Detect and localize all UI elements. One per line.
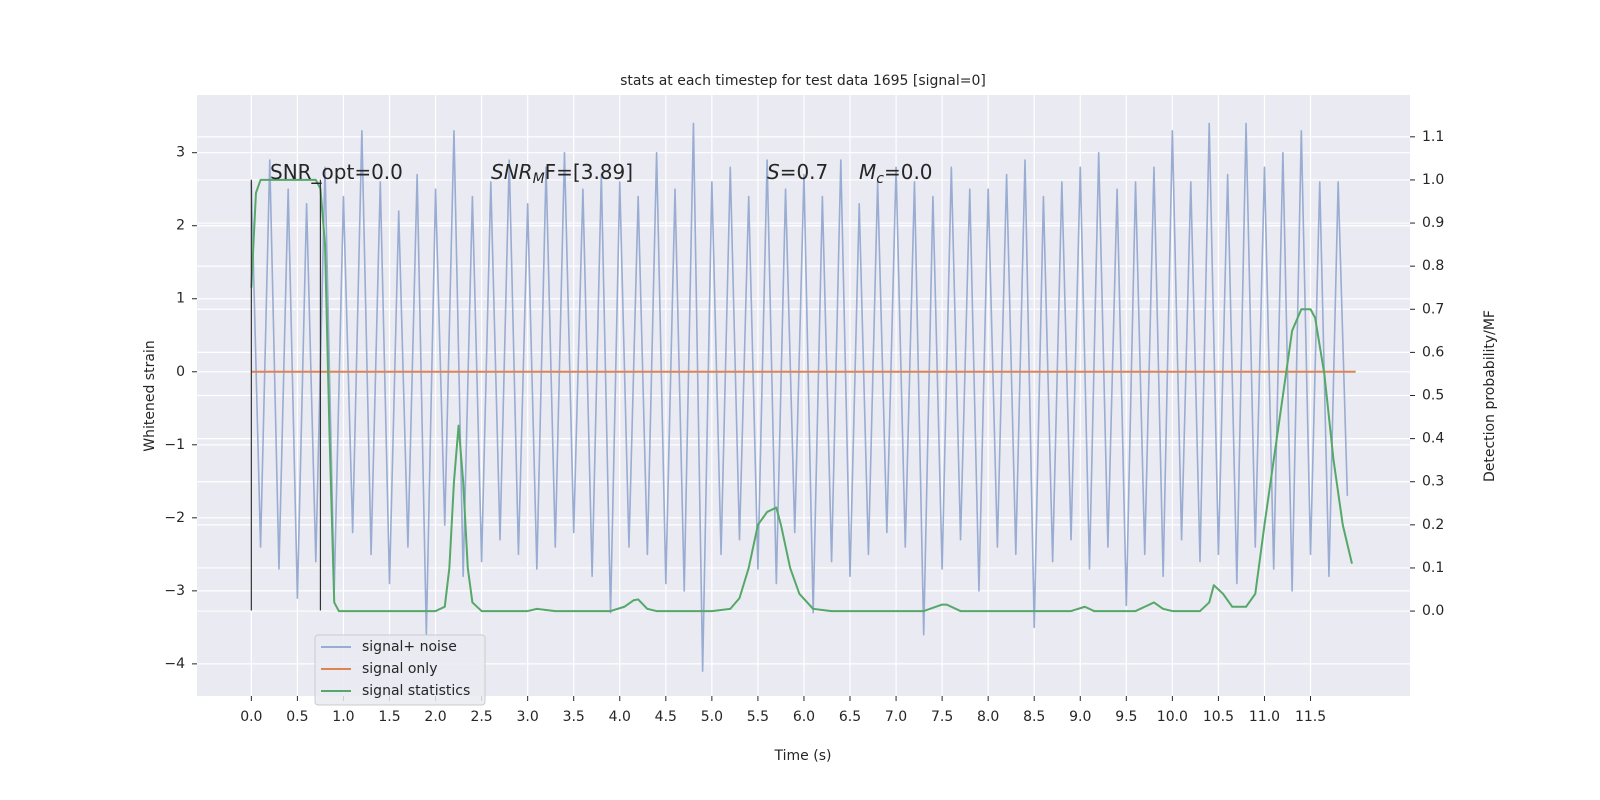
y2-tick-label: 0.6 bbox=[1422, 344, 1444, 360]
annotation-part: =0.7 bbox=[780, 160, 829, 184]
x-tick-label: 3.0 bbox=[517, 709, 539, 725]
annotation-part: SNR bbox=[491, 160, 533, 184]
y2-tick-label: 0.4 bbox=[1422, 431, 1444, 447]
y-tick-label: −2 bbox=[164, 510, 185, 526]
x-tick-label: 9.0 bbox=[1069, 709, 1091, 725]
x-tick-label: 9.5 bbox=[1115, 709, 1137, 725]
legend-label: signal statistics bbox=[362, 683, 470, 699]
series-line bbox=[250, 178, 1353, 613]
annotation: SNR_opt=0.0 bbox=[270, 160, 403, 184]
x-tick-label: 5.5 bbox=[747, 709, 769, 725]
legend-box bbox=[314, 634, 486, 706]
x-tick-label: 11.0 bbox=[1249, 709, 1280, 725]
x-tick-label: 0.0 bbox=[240, 709, 262, 725]
annotation-part: c bbox=[876, 171, 884, 187]
y-tick-label: 0 bbox=[176, 364, 185, 380]
annotation: SNRMF=[3.89] bbox=[491, 160, 633, 188]
annotation-part: F=[3.89] bbox=[545, 160, 633, 184]
x-tick-label: 6.0 bbox=[793, 709, 815, 725]
y-tick-label: −3 bbox=[164, 583, 185, 599]
x-tick-label: 6.5 bbox=[839, 709, 861, 725]
x-tick-label: 4.5 bbox=[655, 709, 677, 725]
annotation-part: S bbox=[767, 160, 780, 184]
y2-tick-label: 0.9 bbox=[1422, 215, 1444, 231]
y2-tick-label: 0.1 bbox=[1422, 560, 1444, 576]
chart-title: stats at each timestep for test data 169… bbox=[620, 73, 986, 89]
x-tick-label: 8.5 bbox=[1023, 709, 1045, 725]
annotation-part: M bbox=[859, 160, 876, 184]
x-tick-label: 7.5 bbox=[931, 709, 953, 725]
x-tick-label: 1.5 bbox=[378, 709, 400, 725]
y-tick-label: 2 bbox=[176, 218, 185, 234]
y2-tick-label: 0.0 bbox=[1422, 603, 1444, 619]
y2-tick-label: 0.7 bbox=[1422, 301, 1444, 317]
x-tick-label: 2.5 bbox=[470, 709, 492, 725]
x-tick-label: 11.5 bbox=[1295, 709, 1326, 725]
y-tick-label: −1 bbox=[164, 437, 185, 453]
x-tick-label: 1.0 bbox=[332, 709, 354, 725]
x-tick-label: 10.0 bbox=[1157, 709, 1188, 725]
y2-axis-label: Detection probability/MF bbox=[1482, 310, 1498, 482]
legend-label: signal only bbox=[362, 661, 437, 677]
annotation-part: M bbox=[533, 171, 545, 187]
legend-label: signal+ noise bbox=[362, 639, 457, 655]
x-tick-label: 10.5 bbox=[1203, 709, 1234, 725]
x-tick-label: 8.0 bbox=[977, 709, 999, 725]
x-axis-label: Time (s) bbox=[774, 748, 832, 764]
x-tick-label: 5.0 bbox=[701, 709, 723, 725]
x-tick-label: 4.0 bbox=[609, 709, 631, 725]
annotation-part: SNR_opt=0.0 bbox=[270, 160, 403, 184]
x-tick-label: 0.5 bbox=[286, 709, 308, 725]
x-tick-label: 7.0 bbox=[885, 709, 907, 725]
series-line bbox=[250, 122, 1349, 672]
y2-tick-label: 1.0 bbox=[1422, 172, 1444, 188]
y2-tick-label: 0.3 bbox=[1422, 474, 1444, 490]
annotation: Mc=0.0 bbox=[859, 160, 933, 188]
y2-tick-label: 0.5 bbox=[1422, 388, 1444, 404]
annotation: S=0.7 bbox=[767, 160, 828, 184]
y2-tick-label: 0.8 bbox=[1422, 258, 1444, 274]
y-tick-label: −4 bbox=[164, 656, 185, 672]
annotation-part: =0.0 bbox=[884, 160, 933, 184]
x-tick-label: 3.5 bbox=[563, 709, 585, 725]
y-axis-label: Whitened strain bbox=[142, 340, 158, 451]
y2-tick-label: 0.2 bbox=[1422, 517, 1444, 533]
y2-tick-label: 1.1 bbox=[1422, 129, 1444, 145]
x-tick-label: 2.0 bbox=[424, 709, 446, 725]
y-tick-label: 3 bbox=[176, 145, 185, 161]
y-tick-label: 1 bbox=[176, 291, 185, 307]
